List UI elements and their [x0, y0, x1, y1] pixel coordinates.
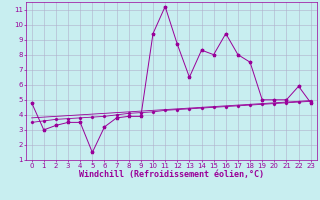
X-axis label: Windchill (Refroidissement éolien,°C): Windchill (Refroidissement éolien,°C)	[79, 170, 264, 179]
